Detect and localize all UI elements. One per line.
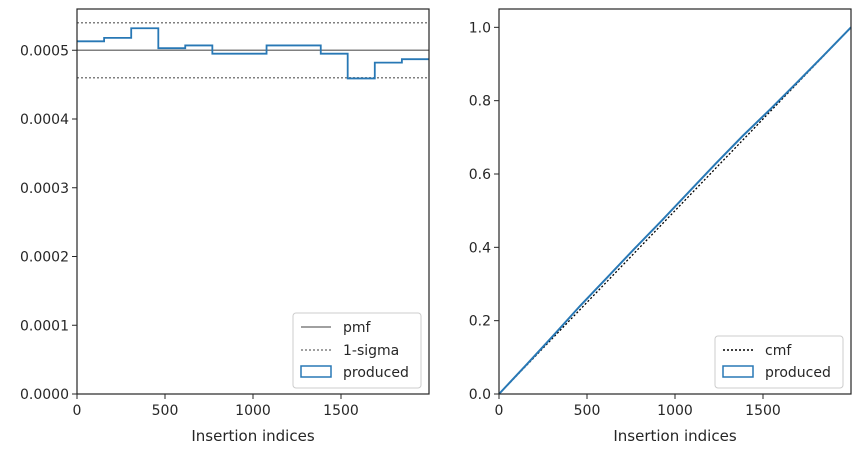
y-tick-label: 0.4 — [469, 240, 491, 256]
y-tick-label: 0.0001 — [20, 318, 69, 334]
right-legend: cmf produced — [714, 335, 844, 389]
y-tick-label: 0.0004 — [20, 112, 69, 128]
y-tick-label: 0.0002 — [20, 250, 69, 266]
legend-sigma-label: 1-sigma — [343, 343, 399, 359]
legend-produced-patch-left — [300, 365, 332, 378]
produced-histogram-step — [77, 27, 429, 80]
y-tick-label: 0.0000 — [20, 387, 69, 403]
legend-produced-label-right: produced — [765, 365, 831, 381]
x-tick-label: 1500 — [745, 403, 781, 419]
legend-cmf-label: cmf — [765, 343, 792, 359]
y-tick-label: 0.0003 — [20, 181, 69, 197]
left-xlabel: Insertion indices — [191, 427, 314, 445]
cmf-panel: 0 500 1000 1500 0.0 0.2 0.4 0.6 0.8 1.0 Insertion… — [469, 8, 852, 445]
right-ticks: 0 500 1000 1500 0.0 0.2 0.4 0.6 0.8 1.0 — [469, 20, 781, 419]
x-tick-label: 0 — [73, 403, 82, 419]
right-xlabel: Insertion indices — [613, 427, 736, 445]
pmf-panel: 0 500 1000 1500 0.0000 0.0001 0.0002 0.0003 0.00… — [20, 8, 430, 445]
legend-pmf-label: pmf — [343, 320, 372, 336]
x-tick-label: 1500 — [323, 403, 359, 419]
y-tick-label: 1.0 — [469, 20, 491, 36]
y-tick-label: 0.8 — [469, 94, 491, 110]
y-tick-label: 0.2 — [469, 314, 491, 330]
left-legend-box — [292, 312, 422, 389]
x-tick-label: 0 — [495, 403, 504, 419]
right-legend-box — [714, 335, 844, 389]
x-tick-label: 500 — [152, 403, 179, 419]
left-ticks: 0 500 1000 1500 0.0000 0.0001 0.0002 0.0003 0.00… — [20, 43, 359, 419]
x-tick-label: 500 — [574, 403, 601, 419]
y-tick-label: 0.0 — [469, 387, 491, 403]
x-tick-label: 1000 — [235, 403, 271, 419]
legend-produced-patch-right — [722, 365, 754, 378]
y-tick-label: 0.0005 — [20, 43, 69, 59]
produced-cdf-line — [498, 26, 852, 395]
left-legend: pmf 1-sigma produced — [292, 312, 422, 389]
cmf-line — [498, 26, 852, 395]
left-marks — [77, 22, 429, 80]
legend-produced-label-left: produced — [343, 365, 409, 381]
x-tick-label: 1000 — [657, 403, 693, 419]
right-marks — [498, 26, 852, 395]
y-tick-label: 0.6 — [469, 167, 491, 183]
